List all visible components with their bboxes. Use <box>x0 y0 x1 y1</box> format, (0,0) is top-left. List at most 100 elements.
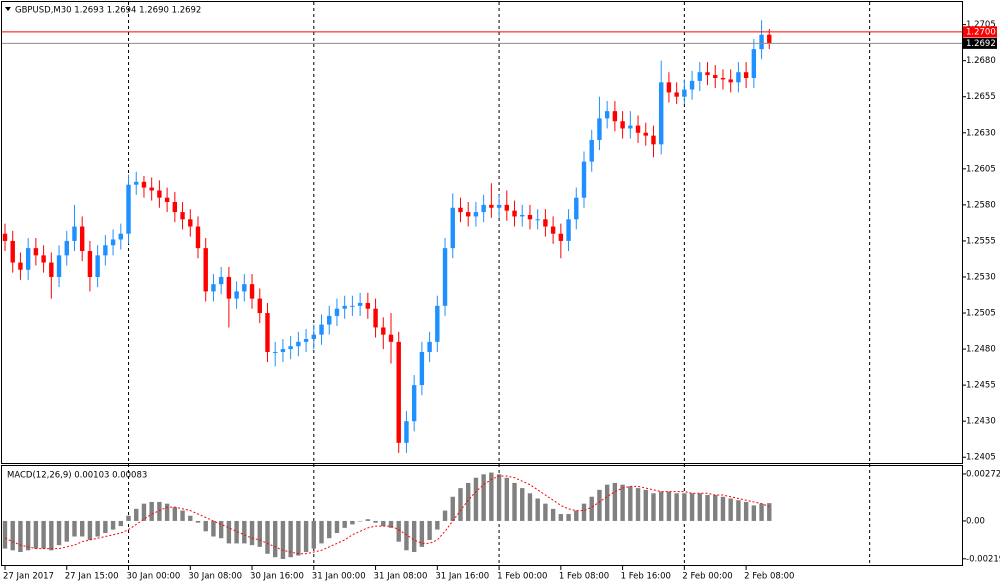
macd-bar <box>56 520 62 546</box>
x-tick-label: 1 Feb 16:00 <box>621 572 671 582</box>
candle-body <box>612 111 618 122</box>
candle-body <box>450 207 455 249</box>
y-tick-label: 0.00272 <box>966 469 1000 479</box>
candle-body <box>581 161 587 198</box>
macd-bar <box>188 515 193 521</box>
candle-body <box>458 207 463 213</box>
x-tick-label: 31 Jan 16:00 <box>435 572 489 582</box>
macd-bar <box>751 505 757 521</box>
macd-bar <box>288 520 293 558</box>
candle-body <box>10 240 15 263</box>
candle-body <box>64 240 69 256</box>
macd-bar <box>713 495 718 521</box>
macd-bar <box>620 484 625 521</box>
macd-bar <box>365 519 371 521</box>
candle-body <box>95 255 100 277</box>
x-tick-label: 27 Jan 15:00 <box>65 572 119 582</box>
candle-body <box>18 262 23 270</box>
y-tick-label: 1.2630 <box>966 128 996 138</box>
candle-body <box>49 262 54 277</box>
macd-bar <box>381 520 386 527</box>
candle-body <box>751 49 757 78</box>
macd-bar <box>242 520 247 544</box>
menu-icon[interactable] <box>5 7 11 11</box>
y-tick-label: 1.2580 <box>966 200 996 210</box>
candle-body <box>435 305 440 342</box>
candle-body <box>574 197 579 220</box>
macd-bar <box>396 520 401 542</box>
candle-body <box>164 197 170 202</box>
macd-bar <box>350 520 355 525</box>
candle-body <box>736 72 741 83</box>
candle-body <box>558 233 564 241</box>
candle-body <box>620 121 625 129</box>
macd-bar <box>64 520 69 542</box>
macd-bar <box>49 520 54 551</box>
candle-body <box>273 351 278 353</box>
macd-bar <box>481 474 486 521</box>
macd-bar <box>134 508 139 521</box>
macd-bar <box>612 482 618 521</box>
candle-body <box>87 251 93 277</box>
candle-body <box>2 233 8 241</box>
candle-body <box>103 245 108 256</box>
macd-bar <box>674 493 679 521</box>
candle-body <box>388 334 394 342</box>
macd-bar <box>311 520 316 549</box>
macd-bar <box>450 496 455 521</box>
y-tick-label: 1.2655 <box>966 92 996 102</box>
candle-body <box>365 302 371 309</box>
candle-body <box>767 34 772 44</box>
macd-bar <box>550 508 556 521</box>
candle-body <box>203 248 208 292</box>
macd-bar <box>357 520 363 522</box>
macd-bar <box>33 520 39 549</box>
candle-body <box>504 204 509 211</box>
candle-body <box>357 302 363 306</box>
macd-bar <box>334 520 340 534</box>
candle-body <box>543 219 548 227</box>
candle-body <box>381 327 386 335</box>
candle-body <box>296 341 301 347</box>
candle-body <box>466 212 471 217</box>
x-tick-label: 30 Jan 16:00 <box>250 572 304 582</box>
candle-body <box>550 226 556 234</box>
macd-bar <box>597 489 602 521</box>
price-panel <box>1 1 963 464</box>
price-label-box <box>963 37 997 49</box>
candle-body <box>80 226 85 252</box>
macd-bar <box>666 491 672 521</box>
macd-bar <box>180 510 185 521</box>
macd-bar <box>442 510 448 521</box>
macd-bar <box>604 484 610 521</box>
y-tick-label: 1.2705 <box>966 20 996 30</box>
x-tick-label: 30 Jan 00:00 <box>127 572 181 582</box>
macd-bar <box>103 520 108 534</box>
candle-body <box>218 276 224 285</box>
candle-body <box>705 72 710 76</box>
candle-body <box>195 226 201 249</box>
candle-body <box>404 421 409 443</box>
candle-body <box>72 226 77 241</box>
macd-bar <box>303 520 309 553</box>
candle-body <box>674 92 679 97</box>
macd-bar <box>566 514 571 521</box>
candle-body <box>589 139 594 162</box>
candle-body <box>33 248 39 256</box>
candle-body <box>689 80 695 90</box>
candle-body <box>743 72 749 78</box>
macd-bar <box>218 520 224 539</box>
y-tick-label: 1.2555 <box>966 236 996 246</box>
x-tick-label: 2 Feb 08:00 <box>744 572 794 582</box>
candle-body <box>172 201 178 213</box>
candle-body <box>604 111 610 119</box>
signal-line <box>4 475 770 555</box>
y-tick-label: 1.2530 <box>966 272 996 282</box>
macd-bar <box>535 498 540 521</box>
candle-body <box>566 219 571 241</box>
candle-body <box>126 184 131 234</box>
macd-bar <box>504 477 509 521</box>
macd-bar <box>388 520 394 528</box>
y-tick-label: -0.00219 <box>966 554 1000 564</box>
